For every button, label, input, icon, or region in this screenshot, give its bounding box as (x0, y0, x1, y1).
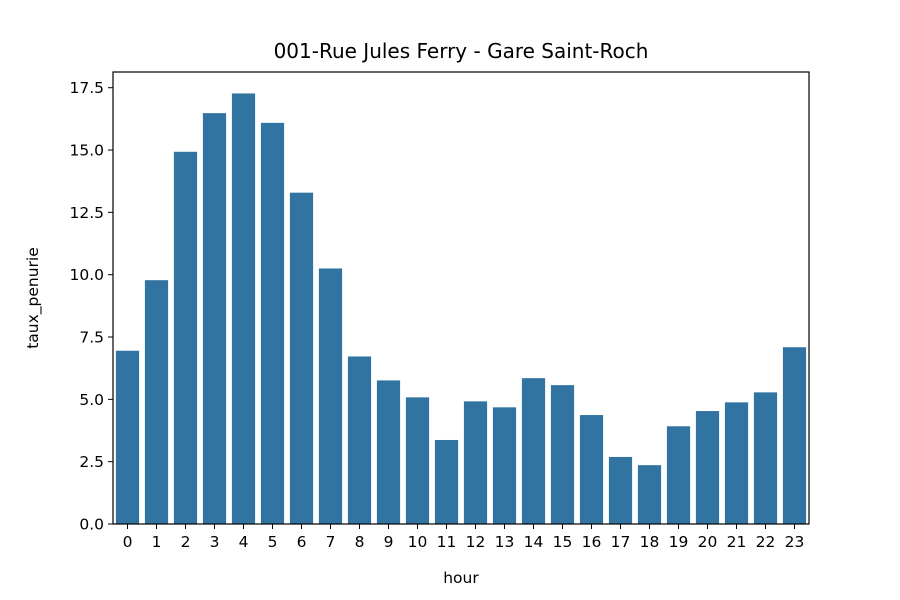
bars-group (115, 93, 807, 525)
bar-hour-17 (608, 456, 633, 524)
y-axis-label: taux_penurie (24, 247, 43, 349)
bar-hour-23 (782, 347, 807, 524)
y-tick-label: 15.0 (69, 142, 104, 160)
x-tick-label: 21 (727, 533, 747, 551)
x-tick-label: 8 (355, 533, 365, 551)
x-tick-label: 7 (326, 533, 336, 551)
bar-hour-14 (521, 378, 546, 524)
x-axis-label: hour (443, 569, 479, 587)
bar-hour-21 (724, 402, 749, 524)
bar-hour-2 (173, 151, 198, 524)
y-tick-label: 0.0 (79, 516, 104, 534)
y-tick-label: 5.0 (79, 391, 104, 409)
x-tick-label: 6 (297, 533, 307, 551)
x-tick-label: 17 (611, 533, 631, 551)
plot-frame (112, 71, 810, 525)
bar-hour-6 (289, 192, 314, 525)
bar-hour-3 (202, 113, 227, 524)
x-tick-label: 10 (408, 533, 428, 551)
x-tick-label: 13 (495, 533, 515, 551)
bar-hour-1 (144, 280, 169, 524)
bar-hour-9 (376, 380, 401, 524)
x-tick-label: 12 (466, 533, 486, 551)
x-tick-label: 11 (437, 533, 457, 551)
y-tick-label: 10.0 (69, 266, 104, 284)
y-axis: 0.0 2.5 5.0 7.5 10.0 12.5 15.0 17.5 (69, 79, 113, 534)
x-tick-label: 22 (756, 533, 776, 551)
bar-hour-4 (231, 93, 256, 524)
bar-hour-10 (405, 397, 430, 524)
y-tick-label: 17.5 (69, 79, 104, 97)
x-tick-label: 3 (210, 533, 220, 551)
x-tick-label: 4 (239, 533, 249, 551)
y-tick-label: 12.5 (69, 204, 104, 222)
x-tick-label: 23 (785, 533, 805, 551)
x-tick-label: 18 (640, 533, 660, 551)
bar-hour-12 (463, 401, 488, 524)
bar-hour-16 (579, 415, 604, 524)
x-axis: 0 1 2 3 4 5 6 7 8 9 10 11 12 13 14 15 16 17 18 19 20 21 22 23 (123, 524, 805, 551)
bar-hour-18 (637, 465, 662, 524)
bar-hour-11 (434, 439, 459, 524)
x-tick-label: 5 (268, 533, 278, 551)
x-tick-label: 2 (181, 533, 191, 551)
y-tick-label: 2.5 (79, 453, 104, 471)
x-tick-label: 14 (524, 533, 544, 551)
bar-hour-7 (318, 268, 343, 524)
chart-title: 001-Rue Jules Ferry - Gare Saint-Roch (274, 39, 649, 63)
bar-hour-22 (753, 392, 778, 524)
y-tick-label: 7.5 (79, 329, 104, 347)
x-tick-label: 9 (384, 533, 394, 551)
bar-hour-5 (260, 122, 285, 525)
x-tick-label: 20 (698, 533, 718, 551)
bar-hour-20 (695, 411, 720, 524)
x-tick-label: 16 (582, 533, 602, 551)
x-tick-label: 15 (553, 533, 573, 551)
x-tick-label: 0 (123, 533, 133, 551)
bar-hour-15 (550, 385, 575, 524)
bar-hour-19 (666, 426, 691, 524)
x-tick-label: 19 (669, 533, 689, 551)
bar-hour-0 (115, 350, 140, 524)
bar-hour-8 (347, 356, 372, 524)
x-tick-label: 1 (152, 533, 162, 551)
bar-hour-13 (492, 407, 517, 524)
